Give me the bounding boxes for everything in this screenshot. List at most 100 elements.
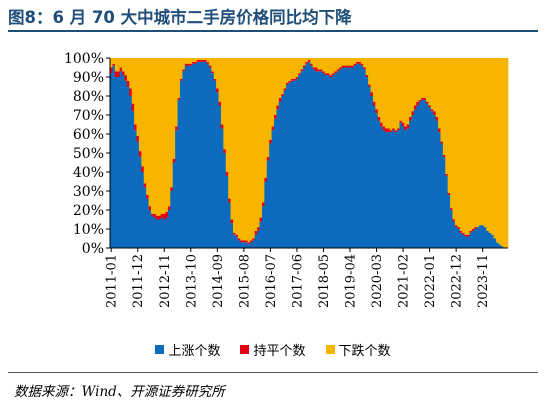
bar-rise-60 xyxy=(254,234,258,248)
bar-flat-33 xyxy=(189,63,193,66)
bar-rise-143 xyxy=(454,227,458,248)
bar-flat-66 xyxy=(269,139,272,144)
bar-fall-31 xyxy=(184,58,188,64)
bar-fall-8 xyxy=(129,58,133,89)
bar-flat-89 xyxy=(324,73,328,76)
bar-flat-62 xyxy=(259,217,263,222)
bar-rise-84 xyxy=(312,69,316,249)
y-tick-label: 40% xyxy=(73,165,104,181)
bar-fall-109 xyxy=(372,58,376,102)
legend: 上涨个数 持平个数 下跌个数 xyxy=(0,340,546,359)
bar-rise-82 xyxy=(307,61,311,248)
bar-rise-136 xyxy=(438,132,441,248)
bar-rise-46 xyxy=(220,128,224,248)
bar-rise-37 xyxy=(199,61,203,248)
bar-fall-3 xyxy=(117,58,120,72)
bar-flat-67 xyxy=(271,126,275,131)
bar-flat-138 xyxy=(442,154,446,157)
bar-flat-7 xyxy=(126,80,130,87)
bar-fall-40 xyxy=(206,58,210,62)
bar-fall-61 xyxy=(257,58,260,228)
bar-rise-95 xyxy=(339,69,342,249)
bar-rise-116 xyxy=(389,132,393,248)
x-tick-label: 2011-01 xyxy=(105,254,120,308)
bar-fall-95 xyxy=(339,58,342,68)
bar-rise-0 xyxy=(110,73,113,248)
bar-rise-31 xyxy=(184,65,188,248)
bar-rise-160 xyxy=(495,242,499,248)
bar-fall-132 xyxy=(428,58,432,106)
bar-fall-47 xyxy=(223,58,227,150)
bar-fall-73 xyxy=(286,58,289,83)
bar-rise-68 xyxy=(274,118,277,248)
bar-flat-106 xyxy=(365,75,369,77)
bar-rise-117 xyxy=(392,130,395,248)
bar-flat-109 xyxy=(372,101,376,106)
bar-fall-35 xyxy=(194,58,198,62)
bar-flat-76 xyxy=(293,78,297,81)
bar-fall-106 xyxy=(365,58,369,76)
title-rule xyxy=(8,30,538,32)
bar-fall-49 xyxy=(228,58,231,199)
bar-fall-46 xyxy=(220,58,224,125)
bar-fall-93 xyxy=(334,58,338,72)
bar-rise-26 xyxy=(172,162,176,248)
bar-rise-90 xyxy=(327,75,330,248)
bar-fall-26 xyxy=(172,58,176,159)
bar-fall-79 xyxy=(300,58,304,70)
bar-flat-126 xyxy=(413,105,417,110)
bar-rise-61 xyxy=(257,230,260,248)
bar-rise-89 xyxy=(324,75,328,248)
bar-flat-114 xyxy=(384,128,388,133)
bar-rise-36 xyxy=(196,61,200,248)
legend-label-fall: 下跌个数 xyxy=(338,344,391,359)
bar-fall-67 xyxy=(271,58,275,127)
bar-fall-34 xyxy=(192,58,195,62)
bar-flat-143 xyxy=(454,225,458,228)
bar-rise-108 xyxy=(370,96,374,248)
bar-fall-115 xyxy=(387,58,391,129)
bar-rise-132 xyxy=(428,107,432,249)
bar-fall-160 xyxy=(495,58,499,243)
bar-rise-70 xyxy=(278,101,282,248)
bar-fall-14 xyxy=(143,58,147,184)
bar-fall-153 xyxy=(479,58,482,226)
bar-fall-148 xyxy=(466,58,470,235)
bar-rise-67 xyxy=(271,130,275,248)
bar-flat-61 xyxy=(257,227,260,231)
bar-flat-3 xyxy=(117,71,120,77)
bar-fall-29 xyxy=(179,58,183,79)
bar-fall-156 xyxy=(486,58,490,231)
bar-flat-29 xyxy=(179,78,183,81)
bar-flat-132 xyxy=(428,105,432,108)
bar-rise-12 xyxy=(138,156,142,248)
bar-flat-8 xyxy=(129,88,133,96)
bar-fall-18 xyxy=(153,58,157,214)
bar-flat-23 xyxy=(165,211,169,218)
bar-flat-102 xyxy=(356,61,359,64)
bar-fall-37 xyxy=(199,58,203,60)
legend-swatch-flat xyxy=(240,345,250,354)
bar-flat-30 xyxy=(182,69,186,72)
bar-flat-26 xyxy=(172,158,176,163)
bar-flat-118 xyxy=(394,130,398,133)
legend-swatch-rise xyxy=(155,345,165,354)
bar-fall-140 xyxy=(447,58,451,193)
bar-flat-98 xyxy=(346,65,350,68)
bar-fall-122 xyxy=(404,58,408,127)
bar-flat-108 xyxy=(370,92,374,96)
bar-fall-33 xyxy=(189,58,193,64)
bar-flat-88 xyxy=(322,71,326,74)
x-axis: 2011-01 2011-12 2012-11 2013-10 2014-09 2015-… xyxy=(105,247,508,308)
bar-rise-135 xyxy=(435,120,439,248)
bar-rise-157 xyxy=(488,232,492,248)
bar-flat-9 xyxy=(131,103,135,112)
bar-fall-10 xyxy=(134,58,137,125)
bar-rise-15 xyxy=(146,198,149,248)
bar-rise-52 xyxy=(235,236,239,248)
bar-flat-65 xyxy=(266,156,270,161)
bar-fall-82 xyxy=(307,58,311,60)
bar-flat-75 xyxy=(290,78,294,81)
bar-rise-43 xyxy=(213,80,217,248)
bar-rise-122 xyxy=(404,130,408,248)
